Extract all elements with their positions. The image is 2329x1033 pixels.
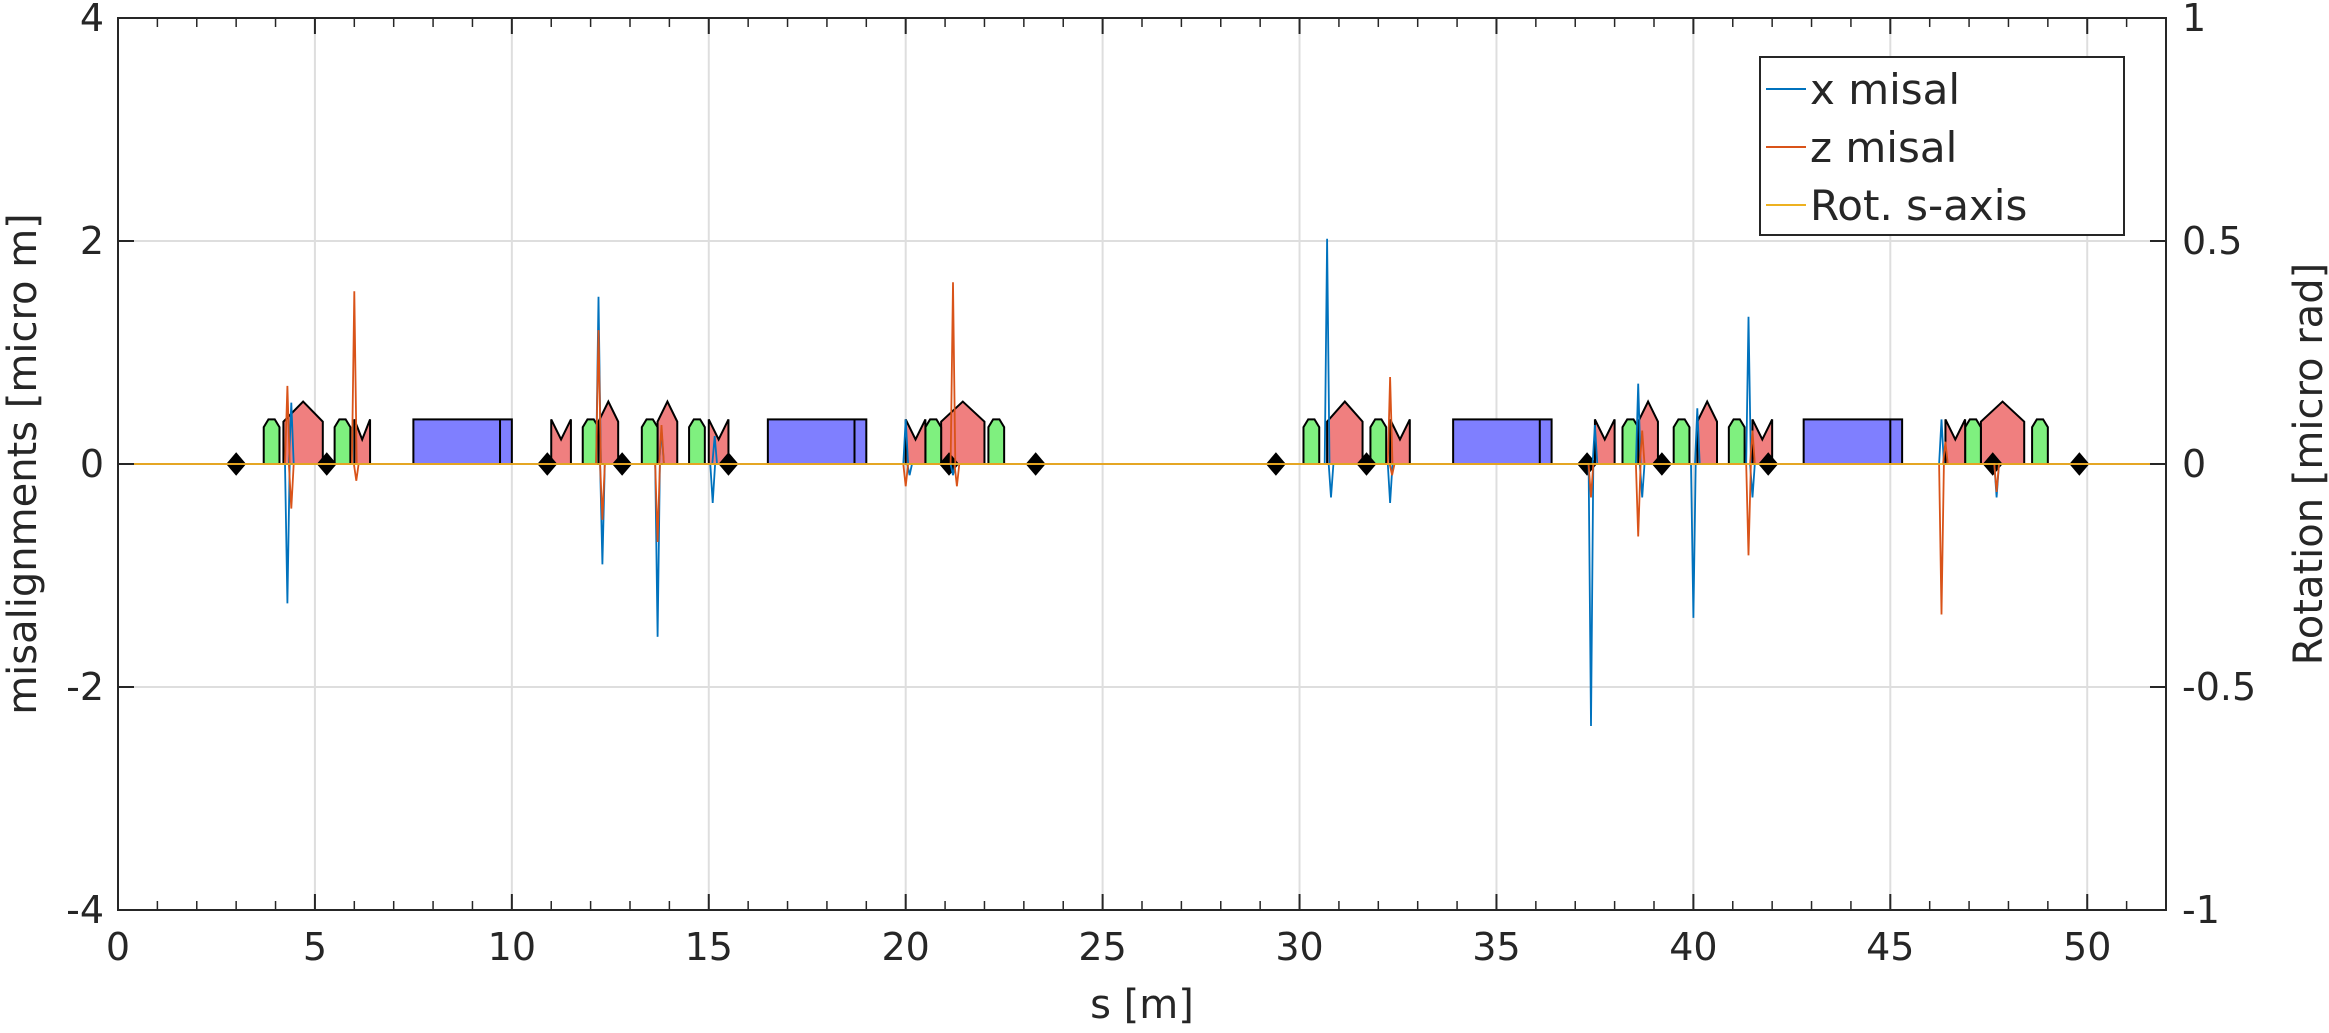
sextupole-magnet (262, 418, 281, 465)
legend: x misal z misal Rot. s-axis (1759, 56, 2125, 236)
sextupole-magnet (1672, 418, 1691, 465)
legend-entry-rot-s-axis: Rot. s-axis (1810, 181, 2027, 230)
x-tick-label: 45 (1866, 925, 1914, 969)
y-right-tick-label: 1 (2182, 0, 2206, 40)
multipole-magnet (904, 418, 927, 465)
y-right-tick-label: 0.5 (2182, 219, 2242, 263)
y-left-tick-label: -2 (66, 665, 104, 709)
sextupole-magnet (2031, 418, 2049, 465)
multipole-magnet (1593, 418, 1616, 465)
sextupole-magnet (1302, 418, 1321, 465)
sextupole-magnet (640, 418, 659, 465)
series-line-x-misal (118, 238, 2166, 727)
sextupole-magnet (1727, 418, 1746, 465)
sextupole-magnet (333, 418, 352, 465)
ticks-layer (117, 17, 2167, 911)
y-right-tick-label: 0 (2182, 442, 2206, 486)
dipole-magnet (1802, 418, 1904, 465)
sextupole-magnet (924, 418, 943, 465)
y-right-tick-label: -0.5 (2182, 665, 2256, 709)
tick-labels-layer: 0 5 10 15 20 25 30 35 40 45 50 -4 -2 0 2 4 -1 -0.5 0 0.5 1 (66, 0, 2256, 969)
x-tick-label: 15 (685, 925, 733, 969)
x-tick-label: 50 (2063, 925, 2111, 969)
y-right-tick-label: -1 (2182, 888, 2220, 932)
series-layer (118, 238, 2166, 727)
x-tick-label: 5 (303, 925, 327, 969)
sextupole-magnet (1369, 418, 1388, 465)
sextupole-magnet (987, 418, 1006, 465)
dipole-magnet (412, 418, 513, 465)
series-line-z-misal (118, 282, 2166, 615)
dipole-magnet (766, 418, 868, 465)
y-axis-label-left: misalignments [micro m] (0, 213, 46, 715)
x-tick-label: 0 (106, 925, 130, 969)
legend-entry-z-misal: z misal (1810, 123, 1957, 172)
x-tick-label: 20 (882, 925, 930, 969)
quadrupole-magnet (1979, 400, 2026, 465)
y-left-tick-label: 2 (80, 219, 104, 263)
x-tick-label: 35 (1472, 925, 1520, 969)
x-tick-label: 25 (1078, 925, 1126, 969)
legend-entry-x-misal: x misal (1810, 65, 1960, 114)
y-axis-label-right: Rotation [micro rad] (2286, 263, 2329, 665)
sextupole-magnet (1964, 418, 1982, 465)
x-tick-label: 10 (488, 925, 536, 969)
x-tick-label: 40 (1669, 925, 1717, 969)
sextupole-magnet (688, 418, 706, 465)
multipole-magnet (550, 418, 572, 465)
legend-box (1759, 56, 2125, 236)
quadrupole-magnet (1326, 400, 1364, 465)
quadrupole-magnet (1696, 399, 1719, 465)
y-left-tick-label: 4 (80, 0, 104, 40)
y-left-tick-label: 0 (80, 442, 104, 486)
y-left-tick-label: -4 (66, 888, 104, 932)
multipole-magnet (1944, 418, 1967, 465)
x-axis-label: s [m] (1090, 982, 1194, 1028)
x-tick-label: 30 (1275, 925, 1323, 969)
dipole-magnet (1452, 418, 1553, 465)
